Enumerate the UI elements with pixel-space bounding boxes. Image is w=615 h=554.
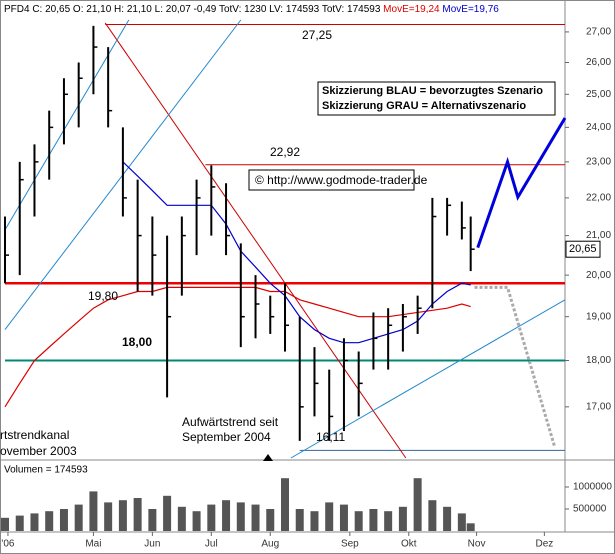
x-tick-label: Jul	[205, 539, 218, 550]
volume-bar	[133, 498, 142, 531]
volume-bar	[207, 504, 216, 531]
header: PFD4 C: 20,65 O: 21,10 H: 21,10 L: 20,07…	[4, 4, 499, 15]
volume-bar	[177, 506, 186, 531]
volume-bar	[310, 511, 319, 531]
y-tick-label: 26,00	[586, 57, 611, 68]
volume-bar	[354, 511, 363, 531]
volume-bar	[428, 500, 437, 531]
y-tick-label: 22,00	[586, 193, 611, 204]
copyright-box	[248, 169, 415, 191]
volume-bar	[466, 523, 475, 531]
volume-bar	[339, 504, 348, 531]
last-price-box	[565, 240, 601, 258]
volume-bar	[89, 491, 98, 531]
y-tick-label: 17,00	[586, 401, 611, 412]
annotation: Aufwärtstrend seit	[182, 415, 279, 429]
y-tick-label: 19,00	[586, 311, 611, 322]
header-ma: MovE=19,76	[442, 4, 499, 15]
last-price: 20,65	[569, 243, 597, 255]
volume-bar	[281, 478, 289, 531]
x-tick-label: '06	[1, 539, 14, 550]
x-tick-label: Aug	[261, 539, 279, 550]
y-tick-label: 25,00	[586, 89, 611, 100]
volume-bar	[251, 504, 260, 531]
volume-bar	[104, 502, 113, 531]
volume-bar	[295, 509, 304, 531]
volume-bar	[443, 506, 452, 531]
level-label: 19,80	[88, 289, 118, 303]
header-quote: PFD4 C: 20,65 O: 21,10 H: 21,10 L: 20,07…	[4, 4, 381, 15]
volume-bar	[148, 509, 157, 531]
header-ma: MovE=19,24	[383, 4, 440, 15]
level-label: 22,92	[270, 145, 300, 159]
trend-line	[104, 22, 407, 459]
x-tick-label: Okt	[401, 539, 417, 550]
volume-bar	[163, 495, 172, 531]
volume-bar	[222, 500, 231, 531]
y-tick-label: 21,00	[586, 230, 611, 241]
volume-bar	[118, 500, 127, 531]
marker	[263, 454, 273, 461]
x-tick-label: Nov	[468, 539, 486, 550]
x-tick-label: Mai	[85, 539, 101, 550]
volume-bar	[325, 502, 334, 531]
legend-text: Skizzierung GRAU = Alternativszenario	[322, 100, 526, 112]
volume-bar	[413, 478, 422, 531]
y-tick-label: 20,00	[586, 270, 611, 281]
legend-box	[317, 81, 556, 116]
volume-bar	[1, 517, 9, 531]
x-tick-label: Sep	[341, 539, 359, 550]
copyright: © http://www.godmode-trader.de	[255, 173, 428, 187]
y-tick-label: 27,00	[586, 27, 611, 38]
annotation: September 2004	[182, 430, 271, 444]
volume-tick-label: 500000	[573, 504, 607, 515]
volume-label: Volumen = 174593	[4, 465, 88, 476]
x-tick-label: Jun	[144, 539, 160, 550]
y-tick-label: 24,00	[586, 122, 611, 133]
volume-bar	[59, 509, 68, 531]
volume-bar	[192, 511, 201, 531]
volume-bar	[457, 513, 466, 531]
scenario	[476, 117, 567, 249]
volume-bar	[30, 513, 39, 531]
volume-bar	[74, 504, 83, 531]
scenario	[474, 285, 556, 447]
level-label: 16,11	[316, 430, 345, 444]
level-label: 27,25	[302, 28, 332, 42]
volume-tick-label: 1000000	[573, 482, 612, 493]
volume-bar	[384, 511, 393, 531]
trend-line	[290, 299, 566, 459]
volume-bar	[45, 511, 54, 531]
annotation: rtstrendkanal	[0, 428, 69, 442]
volume-bar	[369, 509, 378, 531]
volume-bar	[236, 502, 245, 531]
level-label: 18,00	[122, 335, 152, 349]
legend-text: Skizzierung BLAU = bevorzugtes Szenario	[322, 85, 543, 97]
volume-bar	[15, 515, 24, 531]
x-tick-label: Dez	[535, 539, 553, 550]
volume-bar	[398, 506, 407, 531]
y-tick-label: 18,00	[586, 355, 611, 366]
y-tick-label: 23,00	[586, 157, 611, 168]
volume-bar	[266, 509, 275, 531]
annotation: ovember 2003	[0, 444, 77, 458]
